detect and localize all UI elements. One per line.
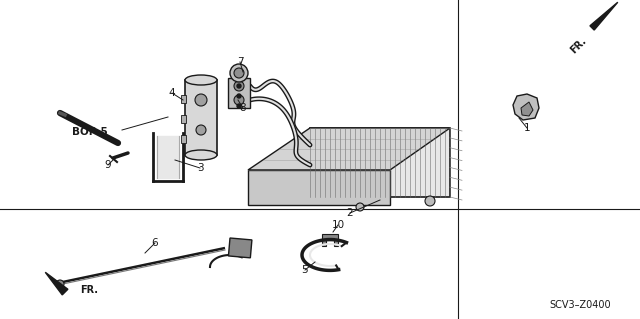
Text: 1: 1 <box>524 123 531 133</box>
Circle shape <box>234 81 244 91</box>
Circle shape <box>230 64 248 82</box>
Circle shape <box>196 125 206 135</box>
Polygon shape <box>590 2 618 30</box>
Polygon shape <box>248 170 390 205</box>
Circle shape <box>237 94 241 98</box>
Text: 9: 9 <box>105 160 111 170</box>
Text: 10: 10 <box>332 220 344 230</box>
Circle shape <box>356 203 364 211</box>
Circle shape <box>234 68 244 78</box>
Bar <box>228 78 250 108</box>
Bar <box>181 95 186 103</box>
Circle shape <box>237 84 241 88</box>
Polygon shape <box>322 234 338 246</box>
Text: 7: 7 <box>237 57 243 67</box>
Circle shape <box>234 95 244 105</box>
Circle shape <box>237 104 241 108</box>
Bar <box>181 135 186 143</box>
Text: FR.: FR. <box>568 35 588 55</box>
Polygon shape <box>45 272 68 295</box>
Text: 8: 8 <box>240 103 246 113</box>
Ellipse shape <box>185 150 217 160</box>
Text: BOP-5: BOP-5 <box>72 127 108 137</box>
Bar <box>185 80 217 155</box>
Polygon shape <box>248 128 450 170</box>
Text: SCV3–Z0400: SCV3–Z0400 <box>549 300 611 310</box>
Polygon shape <box>521 102 533 116</box>
Text: FR.: FR. <box>80 285 98 295</box>
Text: 5: 5 <box>301 265 308 275</box>
Text: 3: 3 <box>196 163 204 173</box>
Circle shape <box>195 94 207 106</box>
Bar <box>181 115 186 123</box>
Polygon shape <box>513 94 539 120</box>
Text: 6: 6 <box>152 238 158 248</box>
Text: 4: 4 <box>169 88 175 98</box>
Polygon shape <box>310 128 450 197</box>
Circle shape <box>56 280 64 288</box>
Bar <box>228 238 252 258</box>
Ellipse shape <box>185 75 217 85</box>
Circle shape <box>425 196 435 206</box>
Text: 2: 2 <box>347 208 353 218</box>
